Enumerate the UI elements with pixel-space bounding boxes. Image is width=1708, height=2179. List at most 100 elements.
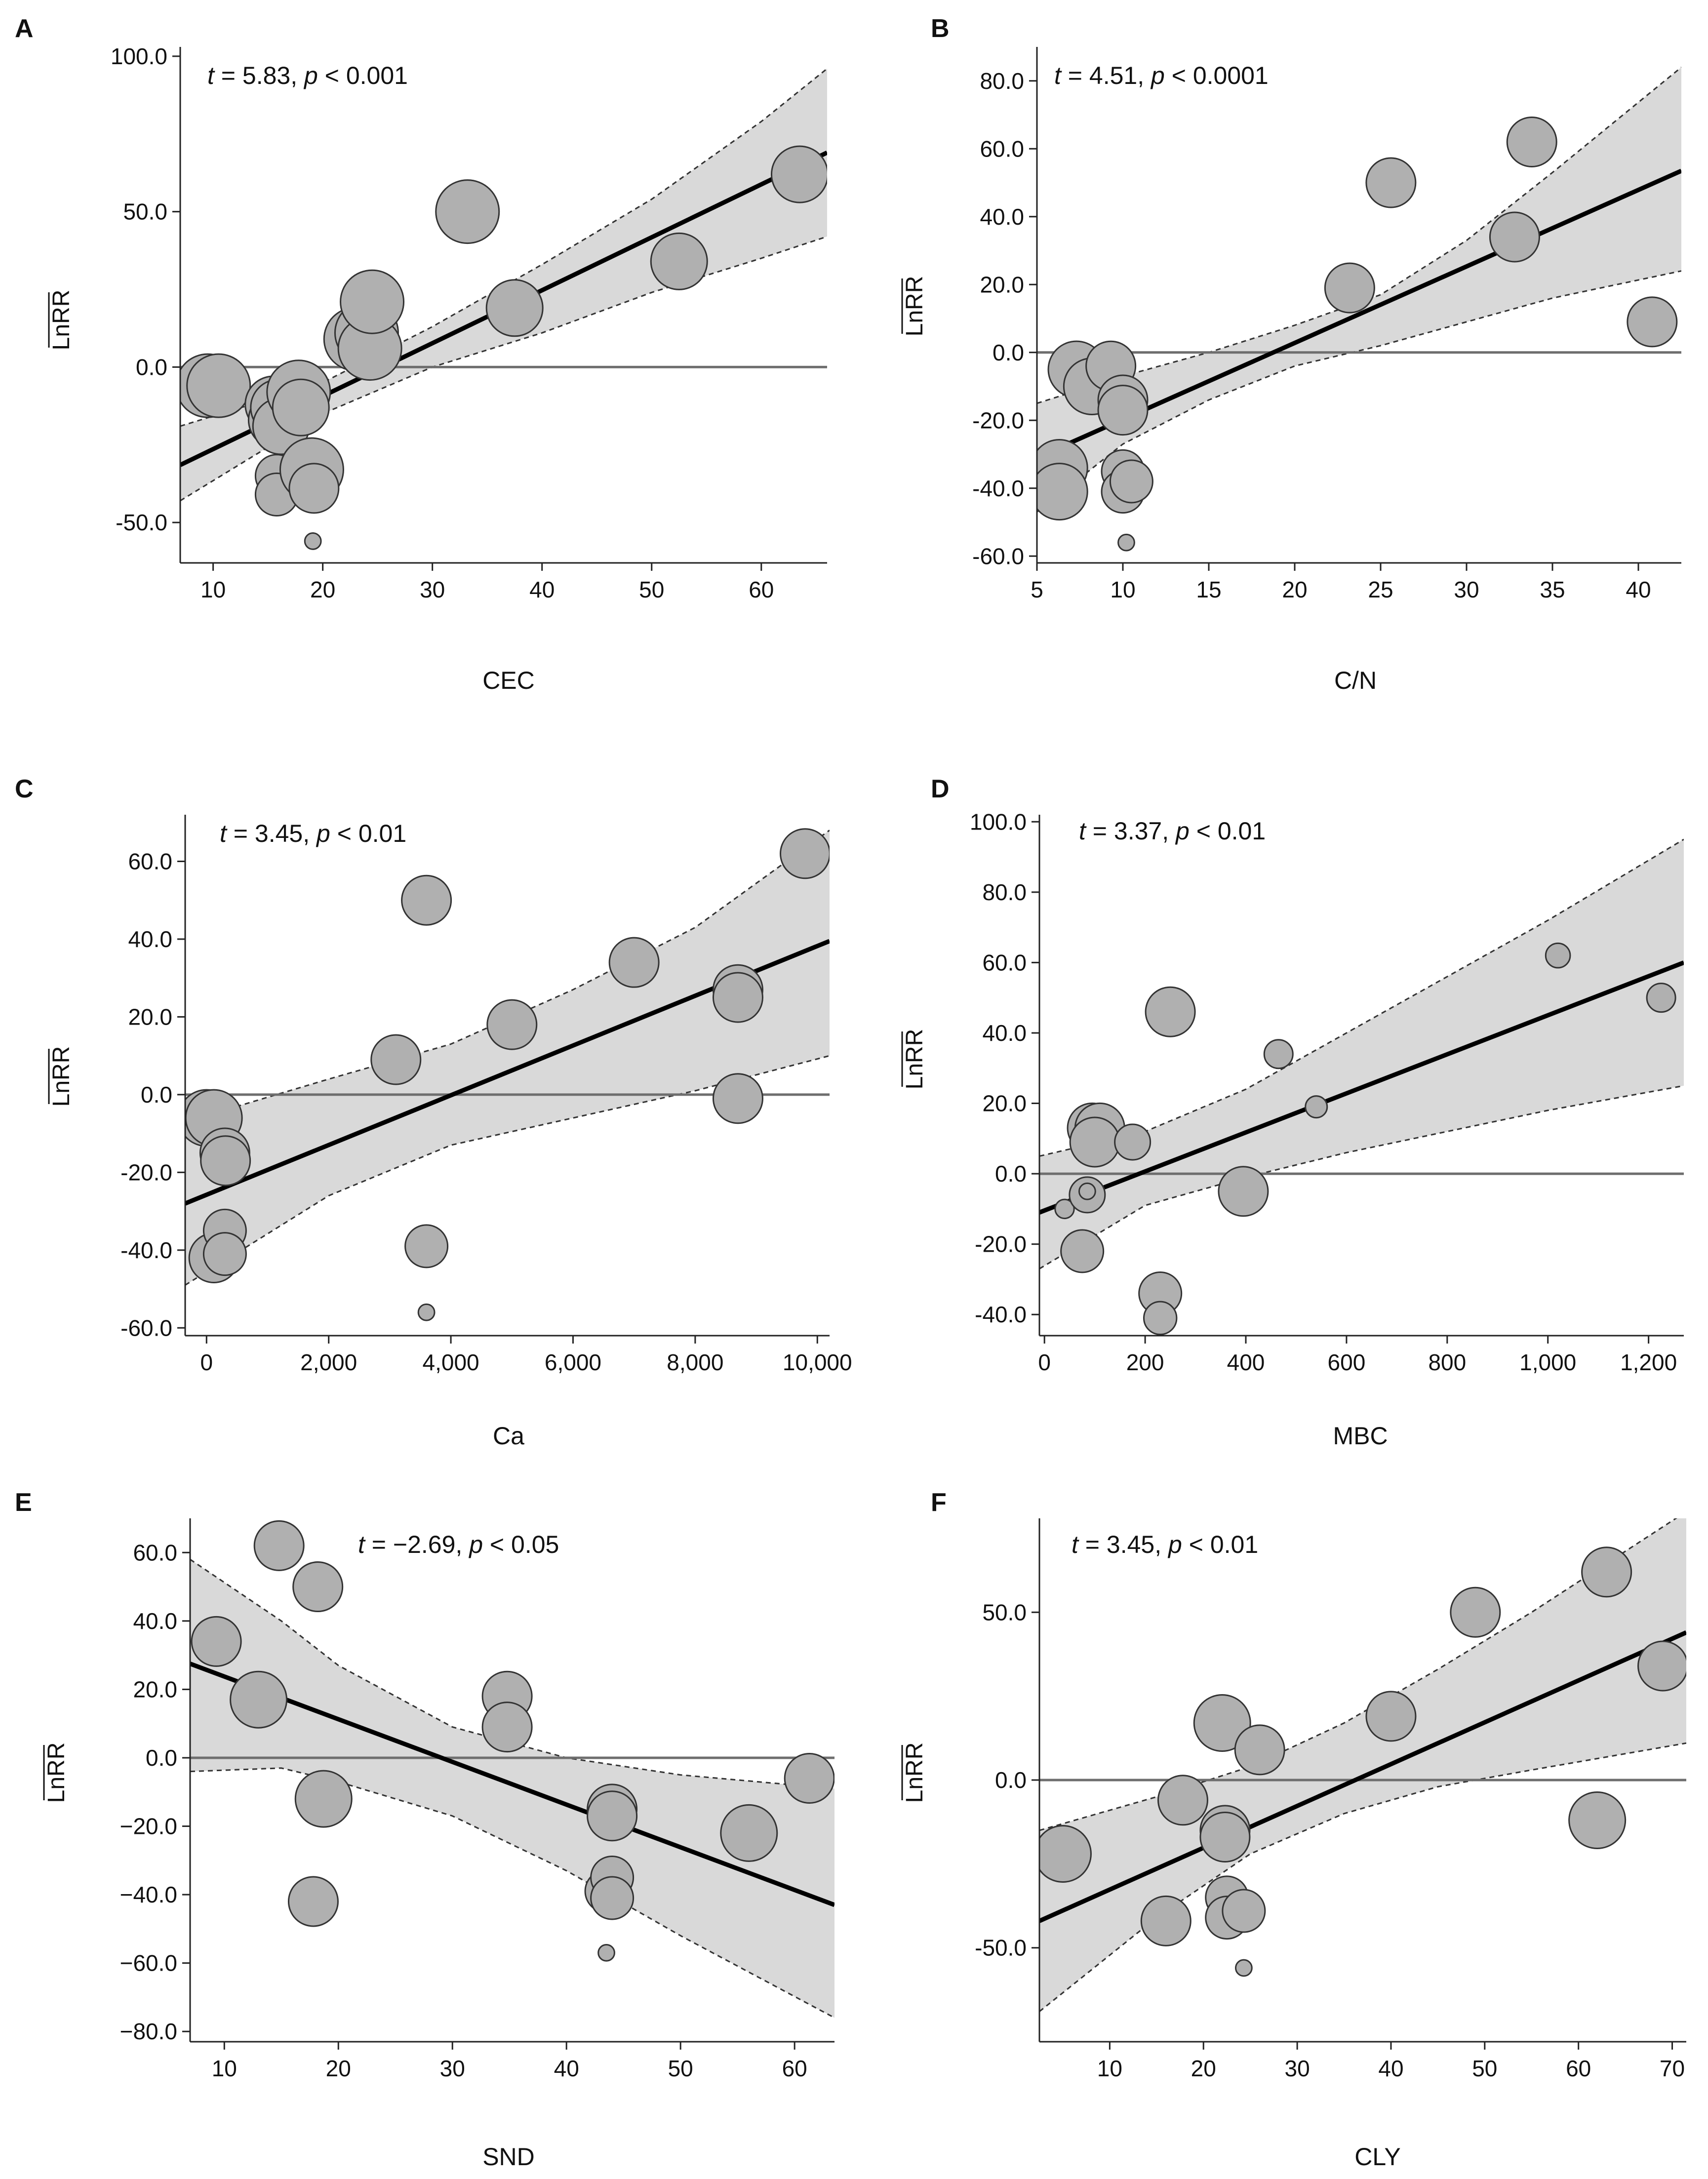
panel-f-y-axis-title: LnRR	[901, 1743, 928, 1803]
panel-d-data-point	[1646, 983, 1676, 1013]
panel-f-letter: F	[931, 1488, 947, 1517]
panel-e-x-tick-label: 30	[440, 2056, 465, 2081]
panel-f-data-point	[1581, 1546, 1632, 1598]
panel-a-data-point	[771, 145, 827, 203]
panel-d-stat: t = 3.37, p < 0.01	[1079, 817, 1266, 845]
panel-e-fit-line	[190, 1662, 834, 1907]
panel-b-data-point	[1506, 117, 1557, 167]
panel-a-y-tick-label: -50.0	[116, 510, 167, 535]
panel-e-y-axis-title-text: LnRR	[43, 1743, 70, 1803]
panel-d-p-value: 0.01	[1218, 817, 1266, 845]
panel-c-data-point	[200, 1135, 251, 1187]
panel-d-x-tick-label: 400	[1227, 1349, 1265, 1375]
panel-f-x-tick-label: 60	[1566, 2056, 1591, 2081]
panel-e-data-point	[292, 1561, 344, 1613]
panel-f-data-point	[1157, 1775, 1208, 1826]
panel-b-t-value: 4.51	[1089, 62, 1137, 89]
panel-f-x-tick-label: 20	[1191, 2056, 1216, 2081]
panel-d-x-tick-label: 200	[1126, 1349, 1164, 1375]
panel-b-data-point	[1324, 262, 1375, 314]
panel-a-letter: A	[15, 14, 34, 43]
panel-b-x-axis-title: C/N	[1334, 667, 1377, 694]
panel-a-y-axis-title-text: LnRR	[48, 290, 75, 351]
panel-e-x-tick-label: 20	[326, 2056, 351, 2081]
panel-b: B t = 4.51, p < 0.0001 LnRR C/N -60.0 -40…	[901, 14, 1681, 694]
panel-e-data-point	[191, 1616, 242, 1667]
panel-a: A t = 5.83, p < 0.001 LnRR CEC -50.0 0.0 5…	[15, 14, 827, 694]
panel-f-data-point	[1199, 1812, 1251, 1863]
panel-e-y-axis-title: LnRR	[43, 1743, 70, 1803]
panel-b-y-tick-label: 80.0	[980, 68, 1024, 94]
panel-f-confidence-band	[1039, 1518, 1686, 2012]
panel-d-data-point	[1078, 1182, 1096, 1200]
panel-a-y-axis-title: LnRR	[48, 290, 75, 351]
panel-a-x-tick-label: 60	[749, 577, 774, 602]
panel-c-y-tick-label: -40.0	[120, 1237, 172, 1263]
panel-c-y-axis-title: LnRR	[48, 1046, 75, 1107]
panel-f-x-tick-label: 30	[1285, 2056, 1310, 2081]
panel-a-y-tick-label: 0.0	[136, 354, 167, 380]
panel-f-plot: -50.0 0.0 50.0 10 20 30 40 50 60 70	[975, 1518, 1686, 2081]
panel-d-y-tick-label: 20.0	[982, 1091, 1027, 1116]
panel-e-plot-area	[190, 1520, 834, 2019]
panel-a-plot: -50.0 0.0 50.0 100.0 10 20 30 40 50 60	[111, 43, 827, 602]
panel-b-y-axis-title: LnRR	[901, 276, 928, 336]
panel-f-p-value: 0.01	[1210, 1531, 1258, 1558]
panel-c-data-point	[202, 1232, 247, 1276]
panel-d-data-point	[1069, 1116, 1120, 1168]
panel-d-data-point	[1263, 1039, 1294, 1070]
panel-d-data-point	[1060, 1229, 1105, 1273]
panel-d-fit-line	[1039, 960, 1684, 1215]
panel-f-data-point	[1365, 1691, 1417, 1742]
panel-c-x-tick-label: 0	[200, 1349, 213, 1375]
panel-e-data-point	[587, 1790, 638, 1842]
panel-d-x-tick-label: 600	[1328, 1349, 1366, 1375]
panel-d-y-axis-title-text: LnRR	[902, 1029, 928, 1090]
panel-d-y-tick-label: -20.0	[975, 1231, 1027, 1257]
panel-b-confidence-band	[1037, 67, 1681, 512]
panel-e-data-point	[230, 1670, 288, 1729]
panel-d-plot-area	[1039, 838, 1684, 1336]
panel-a-p-value: 0.001	[346, 62, 408, 89]
panel-c-y-tick-label: 60.0	[128, 848, 172, 874]
panel-a-x-tick-label: 30	[420, 577, 445, 602]
panel-e-data-point	[253, 1520, 305, 1571]
panel-c-x-tick-label: 8,000	[667, 1349, 723, 1375]
panel-f-data-point	[1039, 1825, 1092, 1883]
panel-f-t-value: 3.45	[1107, 1531, 1154, 1558]
panel-a-y-tick-label: 50.0	[123, 199, 167, 225]
panel-d-y-tick-label: 60.0	[982, 950, 1027, 975]
panel-a-data-point	[272, 378, 330, 436]
panel-f-ci-lower-line	[1039, 1742, 1686, 2013]
panel-a-stat: t = 5.83, p < 0.001	[207, 62, 408, 89]
panel-a-data-point	[435, 179, 500, 244]
panel-a-ci-lower-line	[180, 236, 827, 502]
panel-a-x-tick-label: 10	[200, 577, 226, 602]
panel-f-x-tick-label: 70	[1660, 2056, 1685, 2081]
panel-c-x-tick-label: 4,000	[423, 1349, 479, 1375]
panel-c-p-value: 0.01	[358, 820, 406, 847]
panel-c: C t = 3.45, p < 0.01 LnRR Ca -60.0-40.0-…	[15, 775, 852, 1450]
panel-e-y-tick-label: 40.0	[133, 1608, 177, 1634]
panel-f-fit-line	[1039, 1630, 1686, 1923]
panel-e-t-value: −2.69	[393, 1531, 456, 1558]
panel-d-y-tick-label: 0.0	[995, 1161, 1027, 1187]
panel-b-letter: B	[931, 14, 950, 43]
panel-d-x-tick-label: 1,000	[1519, 1349, 1576, 1375]
panel-b-plot: -60.0 -40.0 -20.0 0.0 20.0 40.0 60.0 80.0 5 10 15 2…	[972, 47, 1681, 602]
panel-e-x-tick-label: 60	[782, 2056, 807, 2081]
panel-c-data-point	[370, 1034, 422, 1085]
panel-d-data-point	[1054, 1198, 1075, 1220]
panel-d-y-tick-label: 80.0	[982, 879, 1027, 905]
panel-d-confidence-band	[1039, 839, 1684, 1269]
panel-f-x-tick-label: 50	[1472, 2056, 1497, 2081]
panel-a-x-axis-title: CEC	[482, 667, 535, 694]
panel-d: D t = 3.37, p < 0.01 LnRR MBC -40.0 -20.0…	[901, 775, 1684, 1450]
panel-c-confidence-band	[185, 830, 830, 1285]
panel-f-data-point	[1568, 1791, 1627, 1850]
panel-d-y-tick-label: 40.0	[982, 1020, 1027, 1046]
panel-f-data-point	[1193, 1694, 1251, 1752]
panel-e-x-tick-label: 10	[212, 2056, 237, 2081]
panel-d-x-tick-label: 0	[1038, 1349, 1051, 1375]
panel-b-plot-area	[1037, 67, 1681, 552]
